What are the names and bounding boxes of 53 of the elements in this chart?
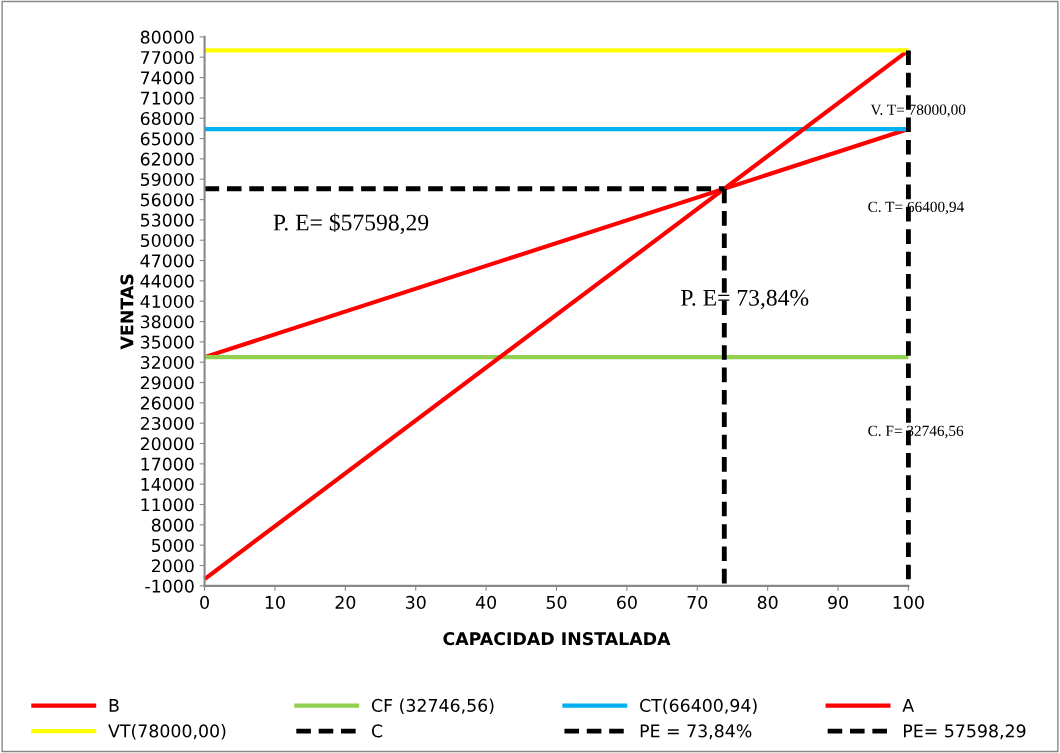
annotation: C. T= 66400,94 bbox=[868, 201, 964, 215]
y-tick-label: 53000 bbox=[140, 213, 194, 227]
x-tick-label: 20 bbox=[335, 595, 356, 609]
y-tick-label: 20000 bbox=[140, 437, 194, 451]
y-tick-label: 32000 bbox=[140, 355, 194, 370]
y-tick-label: 35000 bbox=[140, 335, 194, 349]
y-tick-label: 38000 bbox=[140, 315, 194, 329]
legend-label: C bbox=[371, 724, 383, 738]
legend-label: PE = 73,84% bbox=[640, 724, 752, 740]
legend-label: B bbox=[109, 699, 119, 712]
y-tick-label: 11000 bbox=[141, 498, 194, 512]
y-tick-label: 74000 bbox=[141, 71, 194, 85]
x-tick-label: 40 bbox=[475, 595, 497, 609]
y-tick-label: 59000 bbox=[140, 172, 194, 187]
y-tick-label: 68000 bbox=[140, 111, 194, 126]
annotation: V. T= 78000,00 bbox=[870, 104, 966, 118]
x-tick-label: 100 bbox=[893, 595, 924, 609]
legend-label: CT(66400,94) bbox=[640, 698, 757, 715]
x-axis-title: CAPACIDAD INSTALADA bbox=[443, 632, 671, 646]
y-tick-label: 44000 bbox=[140, 274, 194, 288]
y-tick-label: 56000 bbox=[140, 193, 194, 207]
y-tick-label: 50000 bbox=[140, 233, 194, 248]
y-tick-label: 2000 bbox=[151, 559, 194, 573]
y-tick-label: 26000 bbox=[140, 396, 194, 410]
y-tick-label: 80000 bbox=[140, 30, 194, 44]
y-tick-label: -1000 bbox=[145, 579, 194, 593]
x-tick-label: 0 bbox=[200, 595, 209, 609]
x-tick-label: 60 bbox=[617, 595, 637, 609]
y-tick-label: 5000 bbox=[152, 538, 194, 553]
y-tick-label: 62000 bbox=[140, 152, 194, 166]
y-tick-label: 23000 bbox=[140, 416, 194, 431]
y-tick-label: 77000 bbox=[141, 50, 194, 65]
x-tick-label: 10 bbox=[265, 595, 285, 609]
y-tick-label: 65000 bbox=[140, 132, 194, 146]
x-tick-label: 90 bbox=[828, 595, 848, 609]
legend-label: PE= 57598,29 bbox=[904, 724, 1026, 740]
y-tick-label: 41000 bbox=[140, 294, 194, 309]
y-axis-title: VENTAS bbox=[120, 274, 134, 350]
legend-label: A bbox=[902, 699, 915, 712]
x-tick-label: 80 bbox=[757, 595, 778, 609]
y-tick-label: 8000 bbox=[151, 518, 194, 532]
y-tick-label: 47000 bbox=[140, 254, 194, 268]
y-tick-label: 17000 bbox=[141, 457, 194, 471]
x-tick-label: 70 bbox=[687, 595, 708, 609]
y-tick-label: 14000 bbox=[141, 477, 194, 492]
annotation: P. E= $57598,29 bbox=[273, 213, 429, 234]
x-tick-label: 50 bbox=[546, 595, 567, 609]
legend-label: VT(78000,00) bbox=[108, 724, 226, 740]
x-tick-label: 30 bbox=[406, 595, 426, 609]
y-tick-label: 71000 bbox=[141, 91, 194, 105]
y-tick-label: 29000 bbox=[140, 376, 194, 390]
legend-label: CF (32746,56) bbox=[371, 698, 494, 715]
annotation: P. E= 73,84% bbox=[681, 289, 809, 310]
